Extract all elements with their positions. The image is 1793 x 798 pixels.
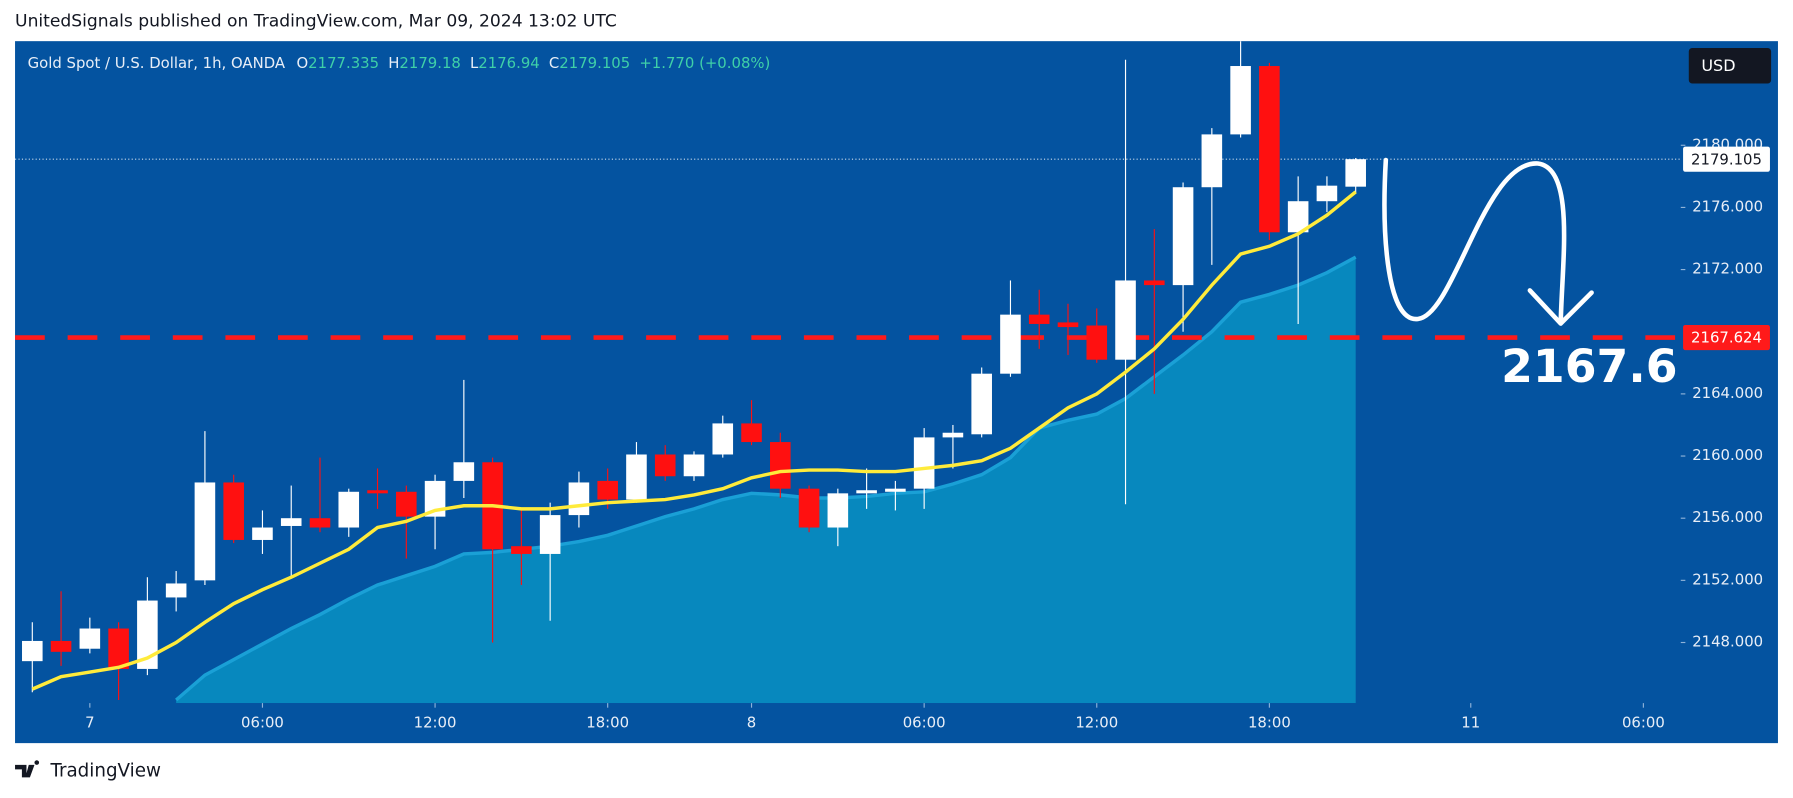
axes: 2148.000 2152.000 2156.000 2160.000 2164.000…: [85, 135, 1770, 732]
legend-change: +1.770 (+0.08%): [639, 54, 770, 72]
candle-body: [137, 600, 158, 669]
legend-key: L: [470, 54, 479, 72]
candle-body: [1230, 66, 1251, 135]
candle-body: [22, 640, 43, 662]
candle-body: [453, 462, 475, 481]
last-price-label: 2179.105: [1691, 150, 1762, 168]
legend-symbol: Gold Spot / U.S. Dollar, 1h, OANDA: [28, 54, 286, 72]
candle-body: [1201, 134, 1223, 188]
legend-key: O: [296, 54, 308, 72]
y-tick-label: 2172.000: [1692, 260, 1763, 278]
candle-body: [194, 482, 216, 581]
legend-value: 2179.18: [399, 54, 460, 72]
x-tick-label: 18:00: [1248, 714, 1291, 732]
candle-body: [1028, 314, 1050, 324]
candle-body: [654, 454, 676, 477]
candle-body: [280, 518, 302, 526]
candle-body: [1172, 187, 1194, 286]
publish-header: UnitedSignals published on TradingView.c…: [15, 12, 617, 32]
candle-body: [424, 480, 446, 517]
candle-body: [913, 437, 935, 489]
last-price-box: [1683, 146, 1770, 172]
candle-body: [971, 373, 992, 435]
y-tick-label: 2148.000: [1692, 633, 1763, 651]
candle-body: [798, 488, 820, 528]
x-tick-label: 11: [1461, 714, 1480, 732]
y-tick-label: 2152.000: [1692, 570, 1763, 588]
candle-body: [1345, 159, 1366, 187]
ma-area-edge: [175, 255, 1357, 702]
candle-body: [1000, 314, 1021, 374]
candle-body: [942, 432, 964, 438]
legend-key: H: [388, 54, 399, 72]
candle-body: [712, 423, 734, 455]
target-annotation: 2167.6: [1501, 340, 1677, 393]
candle-body: [827, 493, 849, 528]
x-tick-label: 12:00: [414, 714, 457, 732]
level-price-label: 2167.624: [1691, 329, 1762, 347]
candle-body: [597, 480, 618, 500]
candle-body: [396, 491, 417, 517]
candle-body: [1316, 185, 1338, 202]
candle-body: [856, 490, 877, 494]
tradingview-logo: TradingView: [15, 760, 161, 782]
candle-body: [568, 482, 590, 516]
symbol-legend: Gold Spot / U.S. Dollar, 1h, OANDA O2177.…: [28, 54, 771, 72]
candle-body: [626, 454, 647, 500]
candle-body: [511, 546, 532, 554]
x-tick-label: 06:00: [241, 714, 284, 732]
currency-button[interactable]: [1688, 48, 1772, 84]
candle-body: [1259, 66, 1280, 233]
x-tick-label: 8: [747, 714, 756, 732]
x-tick-label: 12:00: [1075, 714, 1118, 732]
candle-body: [367, 490, 388, 494]
x-tick-label: 18:00: [586, 714, 629, 732]
y-tick-label: 2164.000: [1692, 384, 1763, 402]
ema-line: [31, 190, 1357, 691]
candle-body: [79, 628, 101, 649]
candle-body: [741, 423, 762, 443]
level-price-box: [1683, 324, 1770, 351]
logo-icon: [15, 760, 40, 778]
ma-area: [176, 257, 1356, 704]
candle-body: [539, 515, 561, 554]
candle-body: [1057, 322, 1079, 328]
legend-key: C: [549, 54, 559, 72]
x-tick-label: 06:00: [903, 714, 946, 732]
x-tick-label: 06:00: [1622, 714, 1665, 732]
currency-label: USD: [1701, 56, 1735, 75]
candle-body: [885, 488, 906, 492]
candle-body: [1144, 280, 1165, 286]
candle-body: [1287, 201, 1309, 233]
legend-value: 2179.105: [559, 54, 630, 72]
plot-area: [15, 41, 1681, 704]
legend-value: 2177.335: [308, 54, 379, 72]
candle-body: [252, 527, 273, 540]
candle-body: [223, 482, 244, 540]
candle-body: [165, 583, 187, 598]
candle-body: [108, 628, 129, 669]
candle-body: [309, 518, 331, 528]
y-tick-label: 2160.000: [1692, 446, 1763, 464]
candle-body: [50, 640, 72, 652]
logo-text: TradingView: [49, 761, 161, 782]
candle-body: [683, 454, 705, 477]
candle-body: [338, 491, 360, 528]
candle-body: [770, 442, 791, 489]
candle-body: [1115, 280, 1136, 360]
x-tick-label: 7: [85, 714, 94, 732]
drawn-arrow: [1382, 157, 1594, 326]
candle-body: [1086, 325, 1108, 360]
y-tick-label: 2156.000: [1692, 508, 1763, 526]
y-tick-label: 2176.000: [1692, 197, 1763, 215]
legend-value: 2176.94: [478, 54, 539, 72]
